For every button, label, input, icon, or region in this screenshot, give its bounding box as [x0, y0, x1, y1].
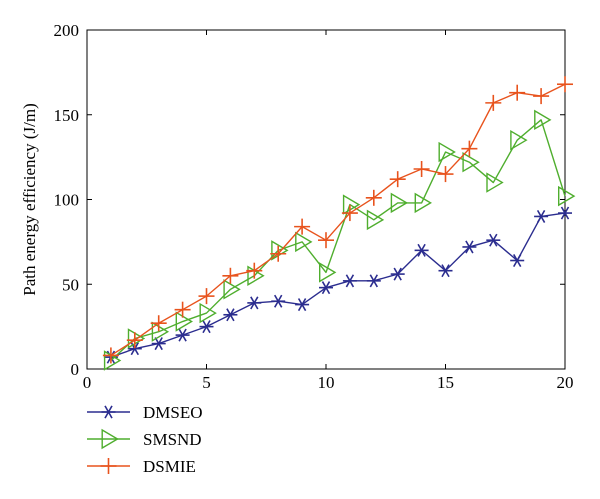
data-point [295, 298, 310, 312]
data-point [318, 232, 334, 249]
x-tick-label: 20 [557, 373, 574, 392]
data-point [341, 205, 358, 222]
data-point [319, 262, 337, 283]
legend-item-dmseo: DMSEO [87, 403, 203, 422]
data-point [414, 243, 429, 257]
data-point [127, 328, 146, 349]
data-point [199, 302, 217, 324]
data-point [486, 172, 504, 193]
legend-item-smsnd: SMSND [87, 428, 202, 450]
data-point [175, 328, 190, 342]
data-point [102, 347, 119, 364]
data-point [199, 320, 214, 334]
data-point [223, 308, 238, 322]
data-point [558, 185, 576, 207]
data-point [414, 192, 432, 214]
legend: DMSEO SMSND DSMIE [87, 403, 203, 476]
data-point [198, 288, 215, 305]
data-point [509, 84, 526, 101]
y-axis-label: Path energy efficiency (J/m) [20, 103, 39, 295]
series-dsmie [102, 76, 573, 364]
data-point [438, 264, 453, 278]
x-tick-label: 0 [83, 373, 92, 392]
series-line [110, 83, 566, 357]
data-point [558, 206, 572, 220]
data-point [534, 209, 549, 223]
data-point [462, 240, 477, 254]
y-tick-label: 150 [54, 106, 80, 125]
data-point [126, 332, 143, 349]
data-point [389, 171, 406, 188]
data-point [175, 311, 193, 332]
data-point [533, 88, 550, 105]
legend-label: DSMIE [143, 457, 196, 476]
data-point [294, 218, 311, 235]
data-point [366, 209, 385, 231]
data-point [534, 109, 552, 131]
legend-marker [100, 458, 117, 474]
data-point [438, 141, 456, 163]
data-point [390, 267, 405, 281]
series-layer [102, 76, 576, 371]
x-tick-label: 10 [318, 373, 335, 392]
data-point [151, 321, 170, 342]
data-point [222, 267, 239, 284]
data-point [247, 296, 262, 310]
data-point [271, 240, 289, 261]
y-tick-label: 0 [71, 360, 80, 379]
data-point [486, 233, 501, 247]
x-axis-ticks: 0 5 10 15 20 [83, 30, 574, 392]
data-point [510, 129, 528, 151]
y-tick-label: 100 [54, 191, 80, 210]
data-point [342, 274, 357, 288]
series-line [110, 212, 566, 358]
series-line [110, 119, 566, 362]
data-point [485, 94, 502, 111]
data-point [557, 76, 573, 93]
y-axis-ticks: 0 50 100 150 200 [54, 21, 565, 379]
data-point [510, 254, 525, 268]
data-point [390, 192, 409, 214]
y-tick-label: 200 [54, 21, 80, 40]
data-point [461, 140, 478, 157]
data-point [366, 274, 381, 288]
data-point [342, 194, 361, 215]
data-point [174, 301, 191, 318]
data-point [295, 231, 313, 253]
data-point [223, 279, 241, 300]
data-point [319, 281, 333, 295]
data-point [270, 245, 287, 262]
data-point [271, 294, 286, 308]
data-point [151, 337, 166, 351]
legend-label: DMSEO [143, 403, 203, 422]
legend-label: SMSND [143, 430, 202, 449]
legend-item-dsmie: DSMIE [87, 457, 196, 476]
series-smsnd [103, 109, 576, 371]
x-tick-label: 5 [202, 373, 211, 392]
series-dmseo [103, 206, 572, 364]
x-tick-label: 15 [437, 373, 454, 392]
y-tick-label: 50 [62, 275, 79, 294]
legend-marker [101, 428, 119, 450]
data-point [437, 166, 454, 183]
data-point [365, 189, 382, 206]
data-point [462, 151, 480, 173]
data-point [246, 262, 263, 279]
plot-area: 0 5 10 15 20 0 50 100 150 200 [54, 21, 576, 392]
data-point [150, 315, 167, 332]
legend-marker [101, 405, 116, 419]
data-point [413, 160, 430, 177]
